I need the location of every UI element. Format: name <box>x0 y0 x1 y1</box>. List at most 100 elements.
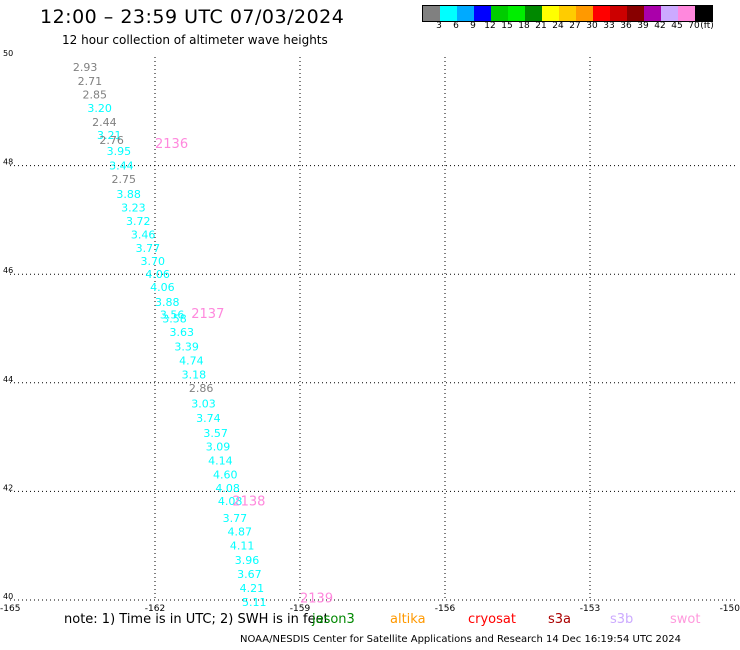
wave-height-label: 3.57 <box>203 427 228 440</box>
wave-height-label: 3.18 <box>182 369 207 382</box>
wave-height-label: 4.08 <box>218 495 243 508</box>
colorbar-label: 3 <box>436 21 442 31</box>
wave-height-label: 2.76 <box>99 134 124 147</box>
wave-height-label: 2.71 <box>78 75 103 88</box>
y-tick-label: 48 <box>3 158 13 167</box>
wave-height-label: 3.77 <box>136 242 161 255</box>
wave-height-label: 3.03 <box>191 397 216 410</box>
x-tick-label: -156 <box>435 604 456 614</box>
x-tick-label: -165 <box>0 604 20 614</box>
colorbar-swatch <box>644 6 661 21</box>
chart-title: 12:00 – 23:59 UTC 07/03/2024 <box>40 6 345 28</box>
wave-height-label: 2.85 <box>83 88 108 101</box>
y-tick-label: 46 <box>3 266 13 275</box>
wave-height-label: 4.87 <box>228 526 253 539</box>
colorbar-label: 18 <box>518 21 530 31</box>
units-note: note: 1) Time is in UTC; 2) SWH is in fe… <box>64 612 329 627</box>
wave-height-label: 4.60 <box>213 469 238 482</box>
colorbar-swatch <box>610 6 627 21</box>
wave-height-label: 4.11 <box>230 540 255 553</box>
colorbar-swatch <box>474 6 491 21</box>
colorbar-swatch <box>576 6 593 21</box>
orbit-number-label: 2137 <box>191 307 224 322</box>
wave-height-label: 3.96 <box>235 554 260 567</box>
colorbar-swatch <box>695 6 712 21</box>
colorbar-swatch <box>593 6 610 21</box>
wave-height-label: 3.63 <box>170 326 195 339</box>
colorbar-label: 27 <box>569 21 581 31</box>
wave-height-label: 2.75 <box>112 173 137 186</box>
wave-height-label: 3.95 <box>107 145 131 158</box>
colorbar-label: 70 <box>688 21 700 31</box>
wave-height-label: 3.77 <box>223 512 248 525</box>
colorbar-swatch <box>542 6 559 21</box>
colorbar-label: 33 <box>603 21 615 31</box>
colorbar-label: 39 <box>637 21 649 31</box>
colorbar-label: 30 <box>586 21 598 31</box>
satellite-legend-item: jason3 <box>312 612 355 627</box>
orbit-number-label: 2139 <box>300 591 333 606</box>
wave-height-label: 3.88 <box>155 296 180 309</box>
chart-subtitle: 12 hour collection of altimeter wave hei… <box>62 33 328 47</box>
colorbar-swatch <box>440 6 457 21</box>
colorbar-label: 6 <box>453 21 459 31</box>
orbit-number-label: 2138 <box>232 495 265 510</box>
orbit-number-label: 2136 <box>155 137 188 152</box>
satellite-legend-item: cryosat <box>468 612 516 627</box>
x-tick-label: -150 <box>720 604 740 614</box>
colorbar-swatch <box>508 6 525 21</box>
wave-height-label: 3.58 <box>162 313 187 326</box>
satellite-legend-item: swot <box>670 612 701 627</box>
y-tick-label: 42 <box>3 483 13 492</box>
wave-height-label: 3.44 <box>109 160 134 173</box>
colorbar-label: (ft) <box>700 21 714 31</box>
colorbar-label: 15 <box>501 21 513 31</box>
colorbar-swatch <box>661 6 678 21</box>
wave-height-label: 3.39 <box>174 340 199 353</box>
colorbar-swatch <box>423 6 440 21</box>
wave-height-label: 3.67 <box>237 568 262 581</box>
wave-height-label: 2.93 <box>73 61 98 74</box>
wave-height-label: 3.20 <box>87 102 112 115</box>
y-tick-label: 50 <box>3 49 13 58</box>
wave-height-label: 3.88 <box>116 188 141 201</box>
footer-credit: NOAA/NESDIS Center for Satellite Applica… <box>240 634 682 645</box>
satellite-legend-item: s3b <box>610 612 634 627</box>
wave-height-label: 5.11 <box>242 596 267 609</box>
wave-height-label: 4.08 <box>215 482 240 495</box>
wave-height-label: 4.14 <box>208 454 233 467</box>
wave-height-label: 2.86 <box>189 382 214 395</box>
wave-height-label: 3.56 <box>160 308 185 321</box>
wave-height-label: 4.74 <box>179 355 204 368</box>
wave-height-label: 2.44 <box>92 116 117 129</box>
wave-height-label: 3.74 <box>196 412 221 425</box>
colorbar-swatch <box>627 6 644 21</box>
wave-height-label: 3.46 <box>131 229 156 242</box>
wave-height-label: 3.23 <box>121 201 145 214</box>
colorbar-label: 9 <box>470 21 476 31</box>
colorbar-swatch <box>491 6 508 21</box>
colorbar-label: 42 <box>654 21 666 31</box>
colorbar <box>422 5 713 22</box>
wave-height-label: 4.06 <box>145 268 170 281</box>
satellite-legend-item: altika <box>390 612 426 627</box>
satellite-legend-item: s3a <box>548 612 572 627</box>
wave-height-label: 4.21 <box>240 582 264 595</box>
colorbar-swatch <box>525 6 542 21</box>
wave-height-label: 3.70 <box>141 255 166 268</box>
y-tick-label: 44 <box>3 375 13 384</box>
wave-height-label: 3.21 <box>97 129 122 142</box>
x-tick-label: -162 <box>145 604 165 614</box>
colorbar-swatch <box>559 6 576 21</box>
wave-height-label: 3.72 <box>126 215 151 228</box>
x-tick-label: -153 <box>580 604 600 614</box>
colorbar-label: 36 <box>620 21 632 31</box>
y-tick-label: 40 <box>3 592 13 601</box>
colorbar-swatch <box>678 6 695 21</box>
colorbar-label: 12 <box>484 21 496 31</box>
colorbar-label: 21 <box>535 21 547 31</box>
x-tick-label: -159 <box>290 604 311 614</box>
wave-height-label: 4.06 <box>150 281 175 294</box>
colorbar-label: 45 <box>671 21 683 31</box>
